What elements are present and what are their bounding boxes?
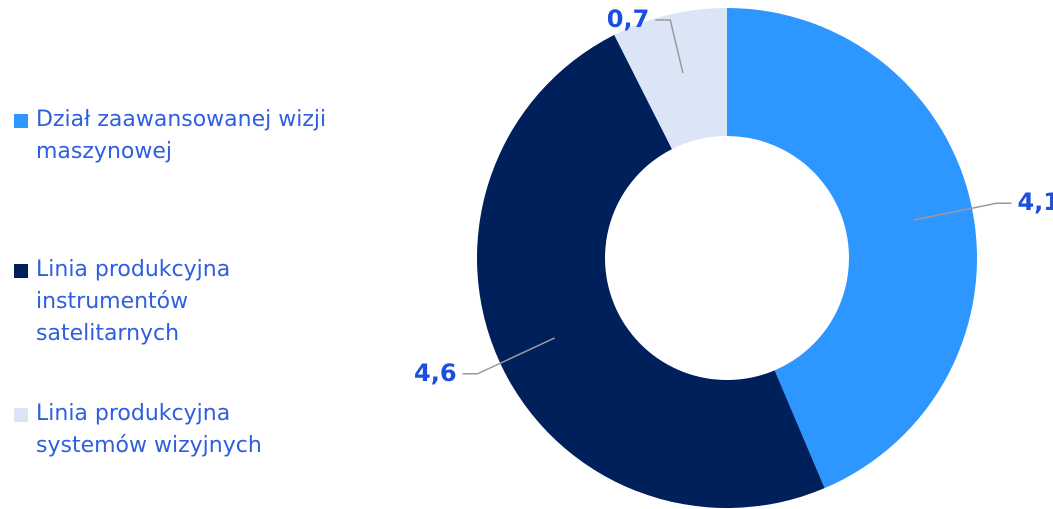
- leader-line: [913, 202, 1012, 221]
- data-label: 4,6: [414, 359, 457, 387]
- legend-item: Linia produkcyjna instrumentów satelitar…: [14, 254, 284, 350]
- legend-label: Dział zaawansowanej wizji maszynowej: [36, 107, 327, 164]
- donut-segment: [476, 34, 825, 509]
- legend-label: Linia produkcyjna instrumentów satelitar…: [36, 257, 231, 346]
- legend-swatch: [14, 114, 28, 128]
- legend-item: Dział zaawansowanej wizji maszynowej: [14, 104, 394, 168]
- legend-swatch: [14, 408, 28, 422]
- leader-line: [462, 337, 555, 375]
- legend-label: Linia produkcyjna systemów wizyjnych: [36, 401, 262, 458]
- data-label: 4,1: [1017, 188, 1053, 216]
- leader-line: [655, 19, 684, 74]
- donut-segment: [614, 8, 727, 150]
- legend-swatch: [14, 264, 28, 278]
- donut-segment: [727, 8, 978, 489]
- legend-item: Linia produkcyjna systemów wizyjnych: [14, 398, 344, 462]
- data-label: 0,7: [607, 5, 650, 33]
